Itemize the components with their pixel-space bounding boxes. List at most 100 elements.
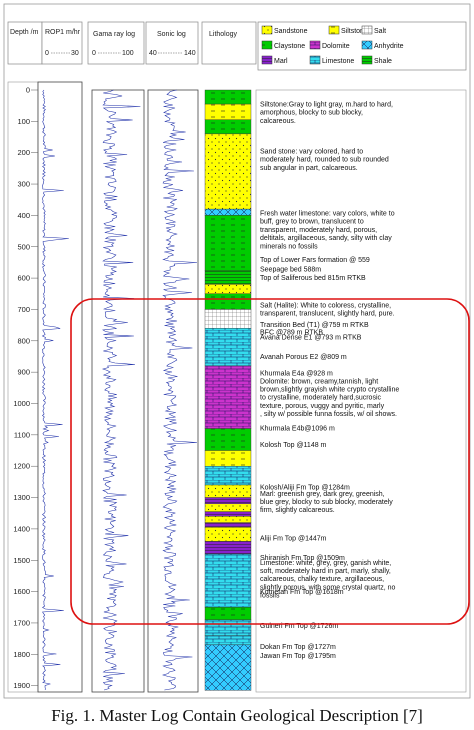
header-sonic-label: Sonic log <box>157 31 186 38</box>
description-block: Salt (Halite): White to coloress, crysta… <box>260 302 395 317</box>
lithology-interval <box>204 484 252 498</box>
description-line: Seepage bed 588m <box>260 266 321 273</box>
description-line: slightly porous, with some crystal quart… <box>260 584 395 591</box>
header-rop-label: ROP1 m/hr <box>45 29 81 36</box>
description-block: Gulneri Fm Top @1726m <box>260 623 338 630</box>
lithology-interval <box>204 635 252 646</box>
depth-tick-label: 1200 <box>13 462 30 471</box>
description-line: soft, moderately hard in part, marly, sh… <box>260 568 391 575</box>
lithology-interval <box>204 119 252 135</box>
description-line: Aliji Fm Top @1447m <box>260 536 327 543</box>
depth-tick-label: 800 <box>17 336 30 345</box>
description-line: Khurmala E4a @928 m <box>260 371 333 378</box>
header-rop-box <box>41 21 83 65</box>
legend-item: Salt <box>361 25 386 35</box>
lithology-pattern <box>205 365 251 429</box>
legend-label: Sandstone <box>274 28 308 35</box>
lithology-pattern <box>205 527 251 542</box>
description-line: Sand stone: vary colored, hard to <box>260 148 363 155</box>
description-block: Transition Bed (T1) @759 m RTKB <box>260 322 369 329</box>
description-line: Kolosh/Aliji Fm Top @1284m <box>260 485 350 492</box>
lithology-interval <box>204 516 252 523</box>
lithology-interval <box>204 270 252 285</box>
legend-label: Siltstone <box>341 28 368 35</box>
description-line: Salt (Halite): White to coloress, crysta… <box>260 302 391 309</box>
lithology-pattern <box>205 541 251 554</box>
lithology-interval <box>204 511 252 517</box>
description-block: Dolomite: brown, creamy,tannish, lightbr… <box>260 378 399 418</box>
description-line: Dolomite: brown, creamy,tannish, light <box>260 378 378 385</box>
lithology-interval <box>204 208 252 216</box>
legend-swatch-pattern <box>329 26 339 34</box>
depth-tick-label: 100 <box>17 117 30 126</box>
description-line: Kolosh Top @1148 m <box>260 442 327 449</box>
lithology-interval <box>204 607 252 621</box>
legend-swatch-pattern <box>262 26 272 34</box>
sonic-curve <box>162 89 198 691</box>
description-block: Top of Saliferous bed 815m RTKB <box>260 275 366 282</box>
description-block: Avanah Porous E2 @809 m <box>260 354 347 361</box>
description-line: Khurmala E4b@1096 m <box>260 426 335 433</box>
description-line: deltitals, argillaceous, sandy, silty wi… <box>260 235 392 242</box>
lithology-interval <box>204 527 252 542</box>
legend-label: Marl <box>274 58 288 65</box>
depth-tick-label: 1500 <box>13 556 30 565</box>
description-line: Jawan Fm Top @1795m <box>260 653 336 660</box>
description-block: Aliji Fm Top @1447m <box>260 536 327 543</box>
description-line: Kometan Fm Top @1618m <box>260 589 344 596</box>
description-block: Kolosh Top @1148 m <box>260 442 327 449</box>
lithology-pattern <box>205 644 251 691</box>
legend-swatch-pattern <box>362 56 372 64</box>
lithology-column <box>204 89 252 691</box>
header-gamma-label: Gama ray log <box>93 31 135 38</box>
legend-swatch-pattern <box>262 41 272 49</box>
lithology-interval <box>204 133 252 210</box>
lithology-interval <box>204 497 252 505</box>
depth-tick-label: 500 <box>17 242 30 251</box>
lithology-pattern <box>205 516 251 523</box>
lithology-pattern <box>205 309 251 329</box>
lithology-interval <box>204 309 252 329</box>
description-line: moderately hard, rounded to sub rounded <box>260 157 389 164</box>
depth-tick-label: 900 <box>17 368 30 377</box>
description-line: transparent, moderately hard, porous, <box>260 227 377 234</box>
description-line: Fresh water limestone: vary colors, whit… <box>260 211 395 218</box>
header-rop-min: 0 <box>45 50 49 57</box>
description-line: brown,slightly grayish white crypto crys… <box>260 386 399 393</box>
lithology-interval <box>204 365 252 429</box>
description-block: BFC @789 m RTKB <box>260 329 323 336</box>
description-line: Transition Bed (T1) @759 m RTKB <box>260 322 369 329</box>
legend-item: Limestone <box>309 55 354 65</box>
legend-item: Sandstone <box>261 25 308 35</box>
header-rop-max: 30 <box>71 50 79 57</box>
lithology-pattern <box>205 215 251 271</box>
description-block: Khurmala E4b@1096 m <box>260 426 335 433</box>
description-block: Khurmala E4a @928 m <box>260 371 333 378</box>
description-line: amorphous, blocky to sub blocky, <box>260 110 363 117</box>
log-curves <box>41 89 198 691</box>
description-column: Siltstone:Gray to light gray, m.hard to … <box>260 101 399 660</box>
legend-swatch-pattern <box>362 26 372 34</box>
header-depth-label: Depth /m <box>10 29 39 36</box>
description-line: transparent, translucent, slightly hard,… <box>260 311 395 318</box>
lithology-pattern <box>205 90 251 105</box>
description-line: Dokan Fm Top @1727m <box>260 644 336 651</box>
gamma-ray-curve <box>101 89 141 691</box>
description-line: buff, grey to brown, translucent to <box>260 219 364 226</box>
depth-tick-label: 300 <box>17 180 30 189</box>
description-block: Limestone: white, grey, grey, ganish whi… <box>260 560 395 600</box>
depth-tick-label: 1900 <box>13 681 30 690</box>
description-line: sub angular in part, calcareous. <box>260 165 358 172</box>
lithology-interval <box>204 541 252 555</box>
legend-swatch-pattern <box>362 41 372 49</box>
lithology-pattern <box>205 511 251 517</box>
description-line: blue grey, blocky to sub blocky, moderat… <box>260 499 393 506</box>
lithology-pattern <box>205 522 251 528</box>
header-depth-box <box>7 21 43 65</box>
description-line: Top of Lower Fars formation @ 559 <box>260 257 370 264</box>
description-line: Gulneri Fm Top @1726m <box>260 623 338 630</box>
legend-item: Shale <box>361 55 392 65</box>
lithology-pattern <box>205 270 251 285</box>
header-lithology-box <box>201 21 257 65</box>
description-block: Kometan Fm Top @1618m <box>260 589 344 596</box>
